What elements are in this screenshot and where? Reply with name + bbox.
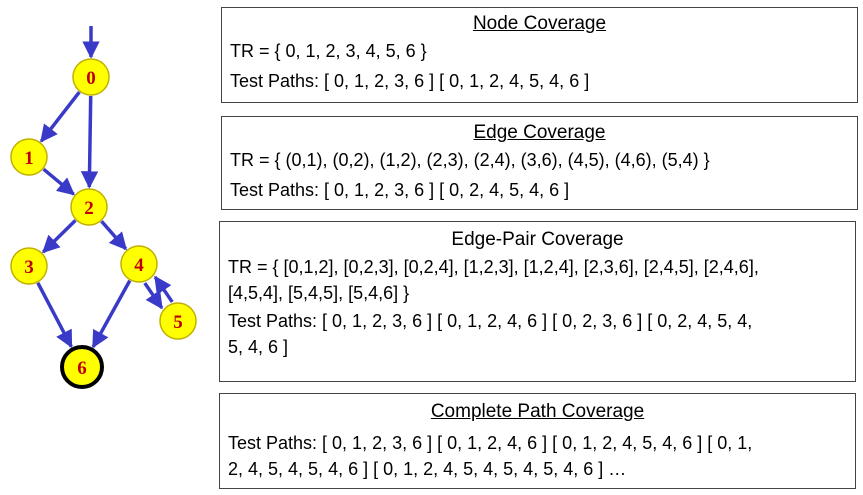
edge-0-2	[80, 95, 99, 189]
node-1-label: 1	[24, 148, 34, 169]
node-6-label: 6	[77, 358, 87, 379]
edge-2-3	[42, 219, 77, 254]
node-coverage-tr: TR = { 0, 1, 2, 3, 4, 5, 6 }	[230, 41, 427, 61]
node-4-label: 4	[134, 255, 144, 276]
edge-pair-coverage-box: Edge-Pair Coverage TR = { [0,1,2], [0,2,…	[219, 221, 856, 382]
node-1-circle	[10, 138, 48, 176]
node-coverage-test-paths: Test Paths: [ 0, 1, 2, 3, 6 ] [ 0, 1, 2,…	[230, 71, 590, 91]
complete-path-coverage-test-paths-line-2: 2, 4, 5, 4, 5, 4, 6 ] [ 0, 1, 2, 4, 5, 4…	[228, 459, 627, 479]
node-5-circle	[159, 302, 197, 340]
edge-coverage-title: Edge Coverage	[473, 122, 606, 143]
node-3-label: 3	[24, 257, 34, 278]
edge-coverage-test-paths: Test Paths: [ 0, 1, 2, 3, 6 ] [ 0, 2, 4,…	[230, 180, 570, 200]
edge-4-5	[143, 282, 164, 310]
graph-nodes: 0 1 2 3 4 5 6	[10, 58, 197, 389]
graph-edges	[36, 26, 174, 349]
node-0-label: 0	[86, 68, 96, 89]
complete-path-coverage-test-paths-line-1: Test Paths: [ 0, 1, 2, 3, 6 ] [ 0, 1, 2,…	[228, 433, 753, 453]
node-coverage-title: Node Coverage	[472, 13, 607, 34]
node-coverage-box: Node Coverage TR = { 0, 1, 2, 3, 4, 5, 6…	[221, 7, 858, 103]
edge-coverage-tr: TR = { (0,1), (0,2), (1,2), (2,3), (2,4)…	[230, 150, 710, 170]
edge-1-2	[42, 167, 75, 196]
edge-pair-coverage-tr-line-2: [4,5,4], [5,4,5], [5,4,6] }	[228, 283, 410, 303]
node-2-circle	[70, 188, 108, 226]
node-0-circle	[72, 58, 110, 96]
node-3-circle	[10, 247, 48, 285]
control-flow-graph: 0 1 2 3 4 5 6	[10, 26, 197, 389]
complete-path-coverage-box: Complete Path Coverage Test Paths: [ 0, …	[219, 393, 856, 489]
edge-5-4	[153, 275, 174, 303]
edge-pair-coverage-test-paths-line-2: 5, 4, 6 ]	[228, 337, 289, 357]
edge-4-6	[91, 279, 132, 349]
node-2-label: 2	[84, 198, 94, 219]
edge-3-6	[36, 282, 73, 349]
complete-path-coverage-title: Complete Path Coverage	[430, 401, 645, 422]
node-4-circle	[120, 245, 158, 283]
edge-0-1	[39, 90, 81, 143]
edge-2-4	[100, 220, 128, 251]
edge-pair-coverage-tr-line-1: TR = { [0,1,2], [0,2,3], [0,2,4], [1,2,3…	[228, 257, 759, 277]
node-6-circle	[60, 345, 104, 389]
edge-pair-coverage-title: Edge-Pair Coverage	[451, 229, 624, 250]
node-5-label: 5	[173, 312, 183, 333]
edge-pair-coverage-test-paths-line-1: Test Paths: [ 0, 1, 2, 3, 6 ] [ 0, 1, 2,…	[228, 311, 753, 331]
edge-coverage-box: Edge Coverage TR = { (0,1), (0,2), (1,2)…	[221, 116, 858, 210]
